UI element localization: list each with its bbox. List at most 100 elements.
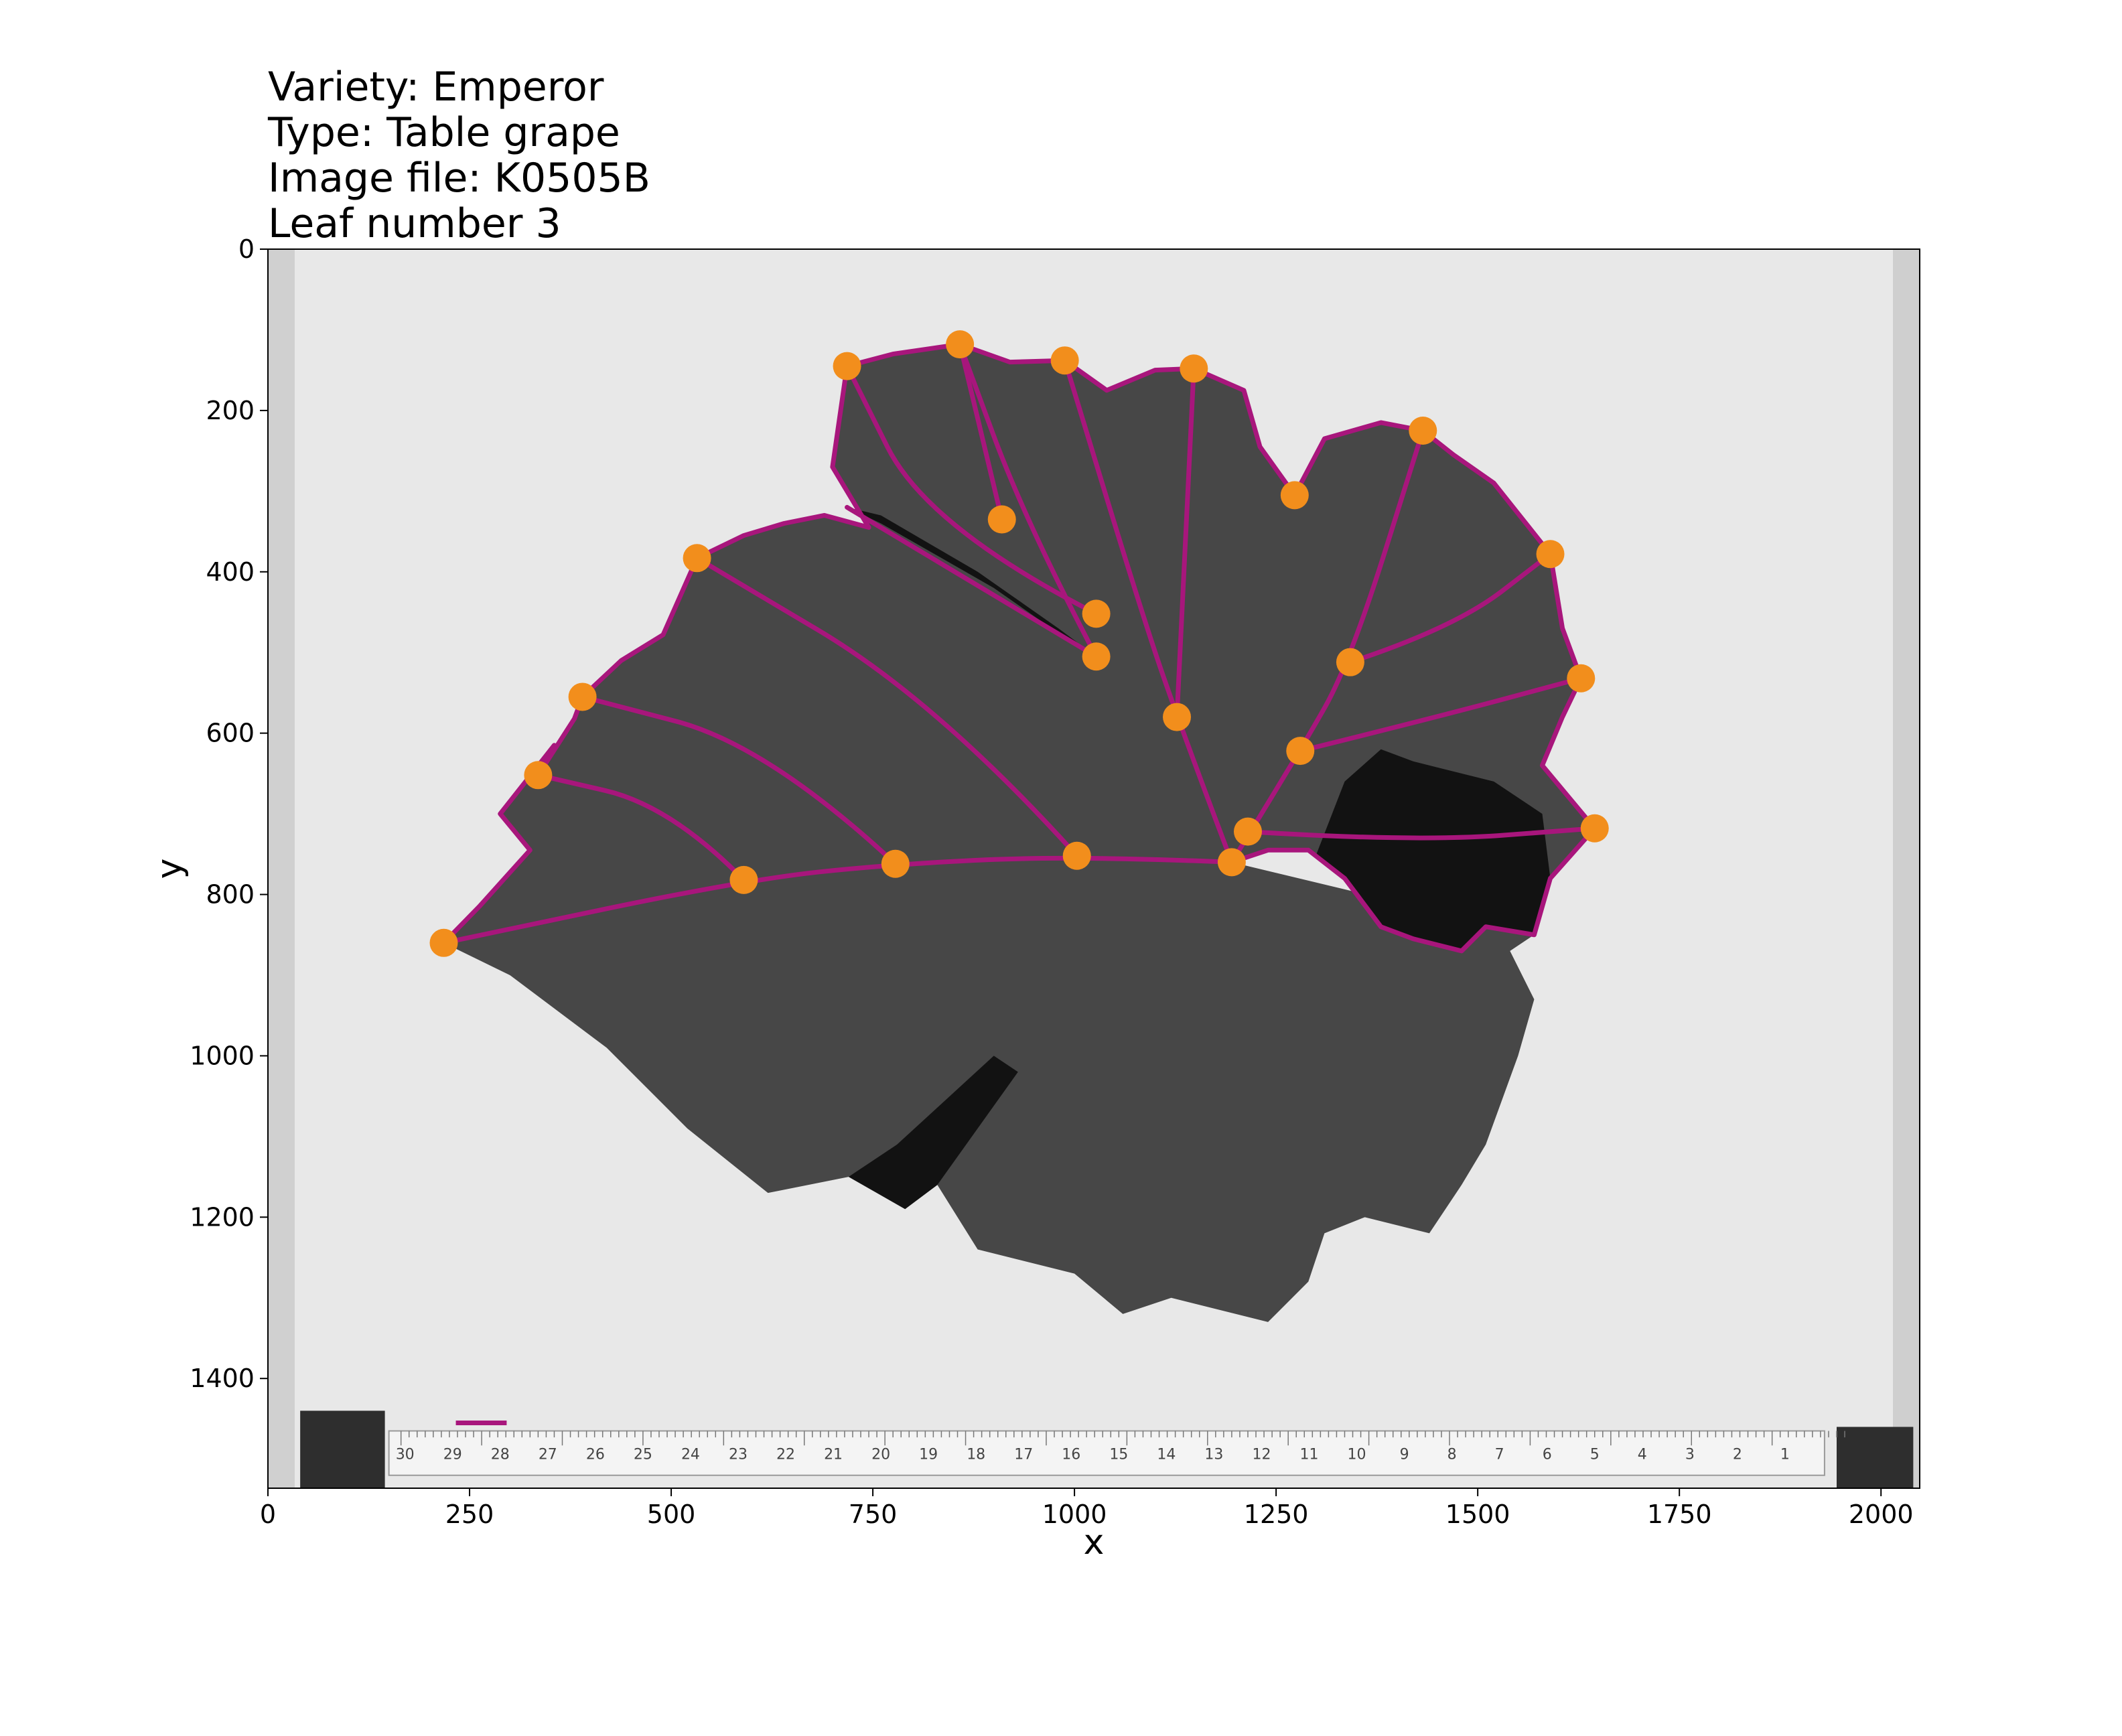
ruler-clip-right (1836, 1427, 1914, 1488)
ruler-clip-left (300, 1410, 385, 1488)
ruler: 30 29 28 27 26 25 24 23 22 21 20 19 18 17 16 15 14 13 12 11… (300, 1410, 1914, 1488)
y-tick-label: 400 (206, 557, 255, 587)
landmark-point (729, 865, 758, 894)
landmark-point (1536, 540, 1565, 569)
vein-upper-5 (957, 342, 1005, 522)
y-tick-label: 1000 (190, 1041, 255, 1070)
landmark-points (429, 330, 1609, 957)
title-line-variety: Variety: Emperor (268, 64, 604, 111)
y-axis-label: y (149, 859, 190, 879)
landmark-point (1082, 642, 1111, 671)
ruler-number: 14 (1157, 1447, 1176, 1463)
landmark-point (429, 928, 458, 957)
landmark-point (568, 682, 597, 711)
ruler-number: 22 (776, 1447, 795, 1463)
x-tick-label: 1250 (1244, 1500, 1309, 1529)
ruler-number: 16 (1062, 1447, 1080, 1463)
vein-upper-3 (957, 342, 1099, 659)
vein-left-2 (580, 694, 898, 867)
ruler-number: 25 (634, 1447, 652, 1463)
vein-left-1 (695, 555, 1080, 859)
photo-vignette-right (1893, 249, 1920, 1488)
ruler-number: 1 (1780, 1447, 1790, 1463)
ruler-number: 21 (824, 1447, 843, 1463)
plot-area: 30 29 28 27 26 25 24 23 22 21 20 19 18 17 16 15 14 13 12 11… (268, 249, 1920, 1488)
leaf-shadow-lower (848, 1056, 1018, 1210)
landmark-point (1567, 664, 1596, 693)
vein-left-sinus (845, 504, 1099, 659)
landmark-point (1180, 354, 1208, 383)
vein-lines (441, 342, 1598, 954)
ruler-number: 20 (871, 1447, 890, 1463)
y-tick-label: 200 (206, 396, 255, 425)
vein-right-3 (1297, 676, 1583, 753)
leaf-shadow-right (1316, 749, 1551, 951)
photo-vignette-left (268, 249, 295, 1488)
landmark-point (1580, 814, 1609, 843)
landmark-point (1163, 703, 1192, 731)
x-tick-label: 1750 (1647, 1500, 1712, 1529)
y-tick-label: 0 (238, 234, 255, 264)
ruler-number: 15 (1109, 1447, 1128, 1463)
ruler-number: 10 (1348, 1447, 1366, 1463)
ruler-number: 29 (443, 1447, 462, 1463)
leaf-blade (443, 344, 1595, 1322)
ruler-number: 24 (681, 1447, 700, 1463)
title-line-leaf-number: Leaf number 3 (268, 200, 561, 247)
y-tick-label: 1200 (190, 1202, 255, 1232)
vein-upper-4 (845, 364, 1099, 616)
title-line-type: Type: Table grape (267, 109, 620, 156)
ruler-number: 28 (491, 1447, 510, 1463)
vein-upper-2 (1174, 366, 1196, 720)
x-tick-label: 0 (260, 1500, 276, 1529)
landmark-point (524, 761, 553, 790)
leaf-body (443, 344, 1595, 1322)
blade-outline (441, 342, 1598, 954)
ruler-number: 27 (539, 1447, 557, 1463)
title-line-image-file: Image file: K0505B (268, 155, 650, 202)
ruler-number: 19 (919, 1447, 938, 1463)
x-tick-label: 1000 (1042, 1500, 1107, 1529)
landmark-point (1336, 648, 1364, 676)
ruler-number: 3 (1685, 1447, 1695, 1463)
y-tick-label: 1400 (190, 1364, 255, 1393)
x-tick-label: 1500 (1445, 1500, 1510, 1529)
ruler-number: 17 (1014, 1447, 1033, 1463)
ruler-number: 6 (1543, 1447, 1552, 1463)
x-tick-label: 2000 (1849, 1500, 1914, 1529)
landmark-point (1050, 346, 1079, 375)
ruler-number: 2 (1733, 1447, 1742, 1463)
ruler-number: 9 (1400, 1447, 1409, 1463)
x-axis-label: x (1084, 1522, 1105, 1563)
y-tick-label: 600 (206, 719, 255, 748)
vein-upper (1062, 358, 1234, 865)
landmark-point (683, 544, 711, 573)
ruler-number: 23 (729, 1447, 748, 1463)
vein-right-4 (1245, 826, 1598, 841)
landmark-point (881, 849, 910, 878)
y-tick-label: 800 (206, 880, 255, 910)
ruler-number: 12 (1252, 1447, 1271, 1463)
ruler-number: 30 (396, 1447, 415, 1463)
ruler-number: 18 (967, 1447, 985, 1463)
ruler-body (388, 1430, 1825, 1476)
ruler-number: 4 (1638, 1447, 1647, 1463)
vein-left-3 (535, 772, 746, 883)
landmark-point (987, 505, 1016, 534)
axes-frame (267, 248, 1920, 1489)
x-tick-label: 250 (445, 1500, 494, 1529)
landmark-point (1082, 599, 1111, 628)
x-tick-label: 750 (849, 1500, 898, 1529)
landmark-point (1062, 841, 1091, 870)
ruler-number: 13 (1204, 1447, 1223, 1463)
landmark-point (1233, 817, 1262, 846)
x-axis-ticks: 0 250 500 750 1000 1250 1500 1750 2000 (260, 1488, 1914, 1529)
landmark-point (1409, 416, 1437, 445)
ruler-number: 5 (1590, 1447, 1600, 1463)
vein-right-2 (1348, 551, 1553, 665)
landmark-point (946, 330, 975, 359)
ruler-number: 7 (1495, 1447, 1504, 1463)
landmark-point (833, 352, 861, 380)
chart-title: Variety: Emperor Type: Table grape Image… (267, 64, 650, 247)
